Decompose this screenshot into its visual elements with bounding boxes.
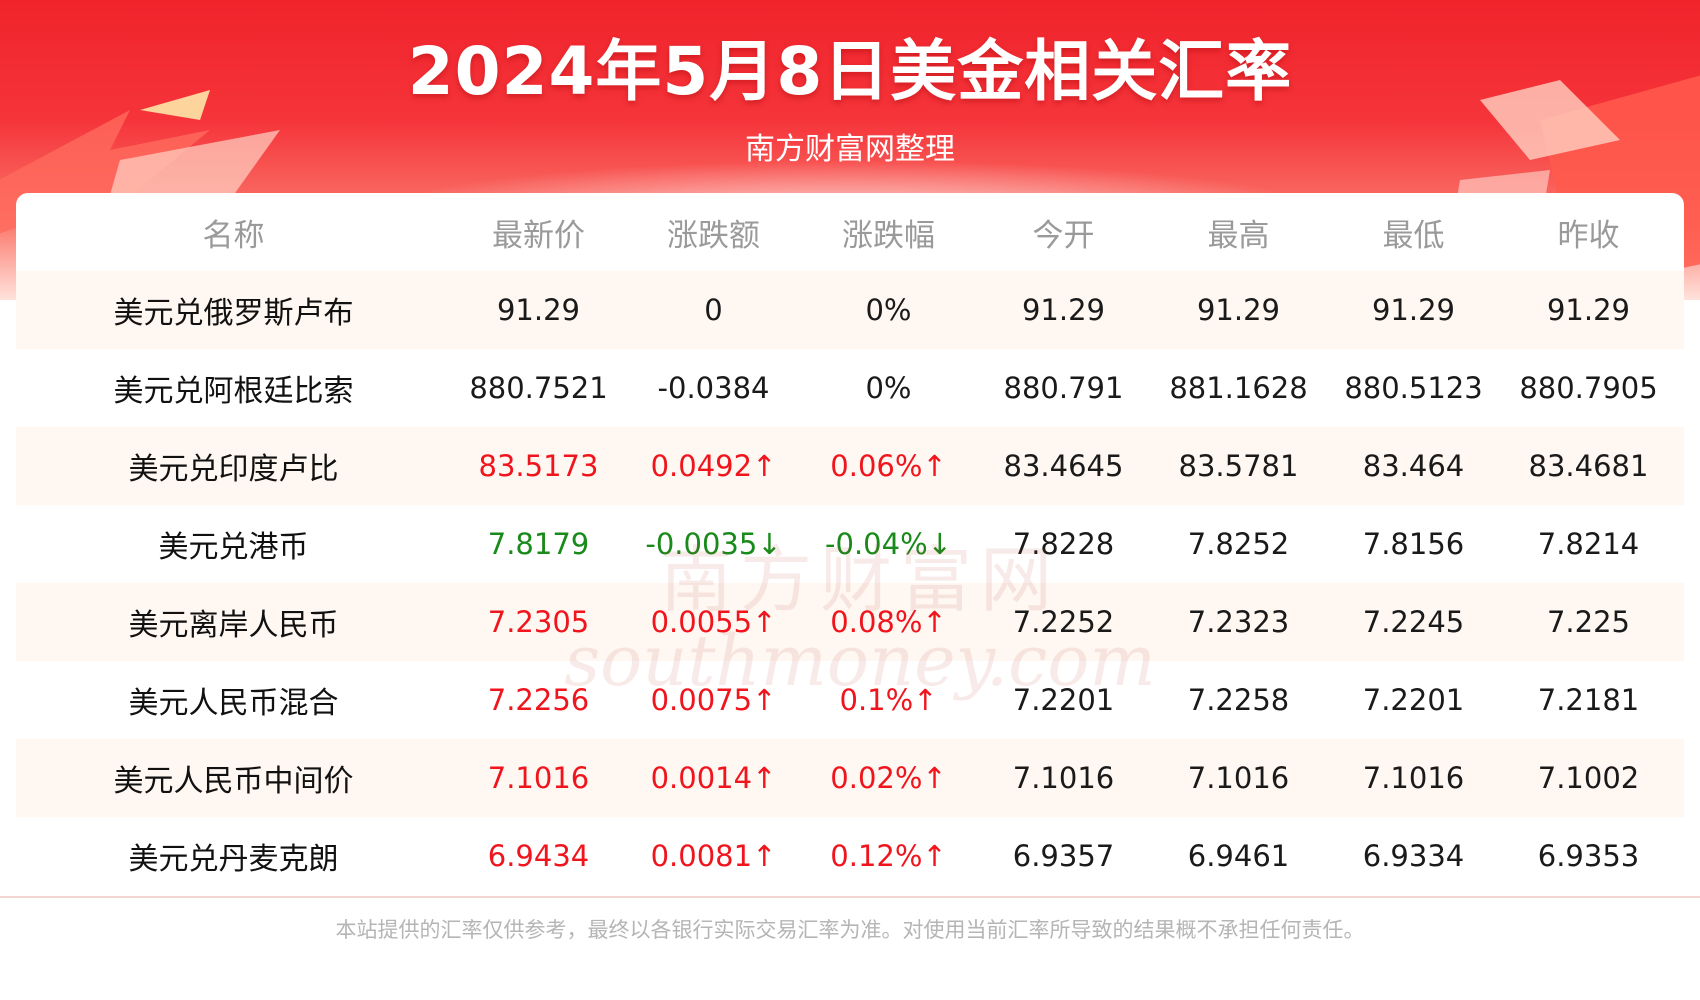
cell-latest: 7.2256 — [487, 683, 590, 717]
cell-change: -0.0035↓ — [645, 527, 782, 561]
cell-low: 91.29 — [1371, 293, 1456, 327]
header-change: 涨跌额 — [667, 217, 760, 254]
cell-high: 83.5781 — [1178, 449, 1299, 483]
cell-name: 美元兑印度卢比 — [128, 452, 339, 487]
header-open: 今开 — [1032, 217, 1095, 254]
cell-low: 7.1016 — [1362, 761, 1465, 795]
cell-low: 7.8156 — [1362, 527, 1465, 561]
header-change-pct: 涨跌幅 — [842, 217, 935, 254]
cell-high: 7.8252 — [1187, 527, 1290, 561]
cell-change-pct: 0% — [865, 371, 912, 405]
cell-latest: 7.2305 — [487, 605, 590, 639]
cell-prev-close: 91.29 — [1546, 293, 1631, 327]
cell-high: 6.9461 — [1187, 839, 1290, 873]
cell-latest: 91.29 — [496, 293, 581, 327]
cell-prev-close: 7.2181 — [1537, 683, 1640, 717]
cell-change: 0.0492↑ — [650, 449, 777, 483]
cell-prev-close: 7.8214 — [1537, 527, 1640, 561]
cell-latest: 7.8179 — [487, 527, 590, 561]
cell-high: 7.1016 — [1187, 761, 1290, 795]
table-header: 名称 最新价 涨跌额 涨跌幅 今开 最高 最低 昨收 — [16, 193, 1684, 271]
header-latest: 最新价 — [492, 217, 585, 254]
page-title: 2024年5月8日美金相关汇率 — [407, 33, 1293, 110]
table-row: 美元兑阿根廷比索 880.7521 -0.0384 0% 880.791 881… — [16, 349, 1684, 427]
cell-high: 91.29 — [1196, 293, 1281, 327]
cell-open: 7.1016 — [1012, 761, 1115, 795]
cell-low: 6.9334 — [1362, 839, 1465, 873]
cell-change-pct: 0.08%↑ — [830, 605, 947, 639]
cell-change: 0.0081↑ — [650, 839, 777, 873]
table-row: 美元兑印度卢比 83.5173 0.0492↑ 0.06%↑ 83.4645 8… — [16, 427, 1684, 505]
cell-change: 0.0075↑ — [650, 683, 777, 717]
cell-open: 91.29 — [1021, 293, 1106, 327]
cell-latest: 6.9434 — [487, 839, 590, 873]
table-row: 美元兑港币 7.8179 -0.0035↓ -0.04%↓ 7.8228 7.8… — [16, 505, 1684, 583]
cell-change-pct: 0.02%↑ — [830, 761, 947, 795]
cell-open: 83.4645 — [1003, 449, 1124, 483]
cell-name: 美元兑俄罗斯卢布 — [113, 296, 354, 331]
table-row: 美元人民币中间价 7.1016 0.0014↑ 0.02%↑ 7.1016 7.… — [16, 739, 1684, 817]
header-name: 名称 — [202, 217, 265, 254]
cell-prev-close: 7.1002 — [1537, 761, 1640, 795]
cell-name: 美元兑港币 — [158, 530, 309, 565]
cell-low: 83.464 — [1362, 449, 1465, 483]
table-row: 美元离岸人民币 7.2305 0.0055↑ 0.08%↑ 7.2252 7.2… — [16, 583, 1684, 661]
cell-latest: 880.7521 — [469, 371, 608, 405]
header-prev-close: 昨收 — [1557, 217, 1620, 254]
table-row: 美元人民币混合 7.2256 0.0075↑ 0.1%↑ 7.2201 7.22… — [16, 661, 1684, 739]
cell-change: 0.0014↑ — [650, 761, 777, 795]
table-row: 美元兑丹麦克朗 6.9434 0.0081↑ 0.12%↑ 6.9357 6.9… — [16, 817, 1684, 895]
page-subtitle: 南方财富网整理 — [745, 132, 955, 167]
cell-change-pct: 0.12%↑ — [830, 839, 947, 873]
cell-name: 美元兑丹麦克朗 — [128, 842, 339, 877]
cell-open: 6.9357 — [1012, 839, 1115, 873]
cell-name: 美元人民币中间价 — [113, 764, 354, 799]
rates-table: 名称 最新价 涨跌额 涨跌幅 今开 最高 最低 昨收 美元兑俄罗斯卢布 91.2… — [16, 193, 1684, 898]
cell-change-pct: 0.06%↑ — [830, 449, 947, 483]
cell-change-pct: 0.1%↑ — [839, 683, 938, 717]
cell-latest: 83.5173 — [478, 449, 599, 483]
cell-open: 7.8228 — [1012, 527, 1115, 561]
disclaimer-text: 本站提供的汇率仅供参考，最终以各银行实际交易汇率为准。对使用当前汇率所导致的结果… — [335, 918, 1365, 942]
cell-name: 美元离岸人民币 — [128, 608, 339, 643]
cell-change-pct: 0% — [865, 293, 912, 327]
cell-prev-close: 6.9353 — [1537, 839, 1640, 873]
cell-prev-close: 83.4681 — [1528, 449, 1649, 483]
header-high: 最高 — [1207, 217, 1270, 254]
cell-name: 美元人民币混合 — [128, 686, 339, 721]
cell-prev-close: 7.225 — [1546, 605, 1631, 639]
cell-low: 880.5123 — [1344, 371, 1483, 405]
cell-high: 881.1628 — [1169, 371, 1308, 405]
footer-divider — [0, 896, 1700, 898]
cell-high: 7.2258 — [1187, 683, 1290, 717]
cell-change: 0 — [704, 293, 723, 327]
cell-change: -0.0384 — [657, 371, 770, 405]
cell-high: 7.2323 — [1187, 605, 1290, 639]
cell-open: 880.791 — [1003, 371, 1124, 405]
cell-name: 美元兑阿根廷比索 — [113, 374, 354, 409]
header-low: 最低 — [1382, 217, 1445, 254]
cell-change-pct: -0.04%↓ — [825, 527, 952, 561]
cell-open: 7.2252 — [1012, 605, 1115, 639]
cell-low: 7.2201 — [1362, 683, 1465, 717]
cell-low: 7.2245 — [1362, 605, 1465, 639]
cell-open: 7.2201 — [1012, 683, 1115, 717]
table-row: 美元兑俄罗斯卢布 91.29 0 0% 91.29 91.29 91.29 91… — [16, 271, 1684, 349]
cell-change: 0.0055↑ — [650, 605, 777, 639]
cell-latest: 7.1016 — [487, 761, 590, 795]
cell-prev-close: 880.7905 — [1519, 371, 1658, 405]
